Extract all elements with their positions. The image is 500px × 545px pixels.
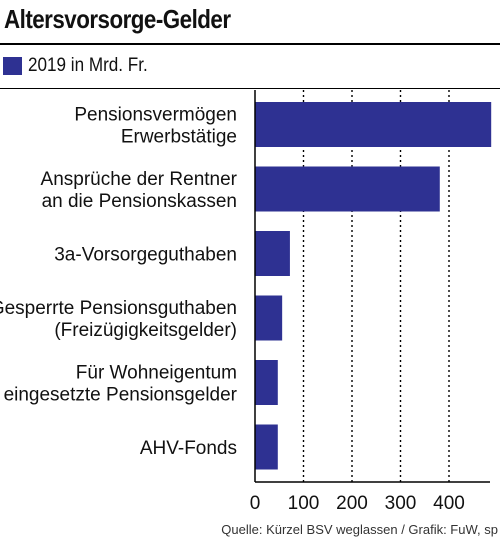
category-label: Ansprüche der Rentner	[41, 169, 238, 190]
category-label: eingesetzte Pensionsgelder	[4, 385, 238, 406]
x-tick-label: 0	[250, 493, 261, 514]
bar-3	[255, 295, 283, 341]
legend-rule	[0, 88, 500, 89]
category-label: 3a-Vorsorgeguthaben	[54, 245, 237, 266]
bar-4	[255, 360, 278, 405]
category-label: AHV-Fonds	[140, 438, 237, 459]
bar-5	[255, 424, 278, 470]
chart-title: Altersvorsorge-Gelder	[4, 4, 231, 34]
x-tick-label: 400	[433, 493, 465, 514]
source-note: Quelle: Kürzel BSV weglassen / Grafik: F…	[221, 522, 498, 537]
bar-1	[255, 166, 440, 212]
legend-label: 2019 in Mrd. Fr.	[28, 55, 148, 76]
title-rule	[0, 43, 500, 45]
category-label: Pensionsvermögen	[74, 105, 237, 126]
x-tick-label: 300	[385, 493, 417, 514]
legend-swatch	[3, 57, 22, 75]
bar-2	[255, 231, 290, 276]
category-label: an die Pensionskassen	[42, 191, 237, 212]
category-label: (Freizügigkeitsgelder)	[54, 320, 237, 341]
x-tick-label: 100	[288, 493, 320, 514]
category-label: Für Wohneigentum	[76, 363, 237, 384]
x-tick-label: 200	[336, 493, 368, 514]
bar-0	[255, 102, 492, 147]
category-label: Gesperrte Pensionsguthaben	[0, 298, 237, 319]
category-label: Erwerbstätige	[121, 127, 237, 148]
